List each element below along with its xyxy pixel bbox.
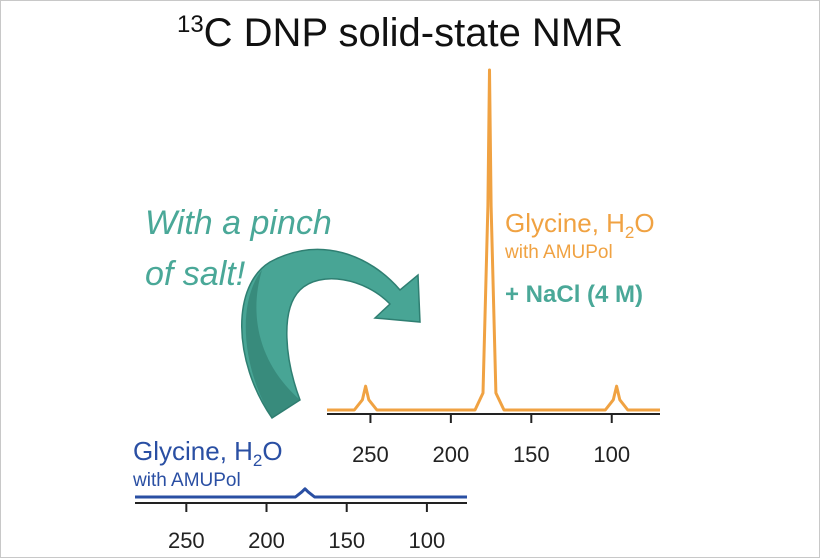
spectrum	[135, 487, 467, 499]
x-tick-label: 150	[513, 442, 550, 467]
series-extra: + NaCl (4 M)	[505, 281, 643, 308]
label-text: O	[634, 208, 654, 238]
series-label: Glycine, H2O	[505, 208, 655, 242]
x-tick-label: 200	[433, 442, 470, 467]
series-detail: with AMUPol	[504, 242, 613, 263]
label-text: O	[262, 436, 282, 466]
title-superscript: 13	[177, 11, 204, 38]
x-tick-label: 250	[168, 528, 205, 553]
x-tick-label: 150	[328, 528, 365, 553]
arrow	[241, 248, 421, 420]
x-tick-label: 100	[409, 528, 446, 553]
label-text: Glycine, H	[133, 436, 253, 466]
annotation: of salt!	[145, 255, 246, 293]
annotation: With a pinch	[145, 204, 332, 242]
series-detail: with AMUPol	[132, 470, 241, 491]
title-main: C DNP solid-state NMR	[204, 11, 623, 55]
x-tick-label: 100	[593, 442, 630, 467]
label-subscript: 2	[625, 223, 634, 242]
title: 13C DNP solid-state NMR	[177, 11, 623, 55]
label-subscript: 2	[253, 451, 262, 470]
arrow-shade	[245, 270, 300, 418]
x-tick-label: 200	[248, 528, 285, 553]
series-label: Glycine, H2O	[133, 436, 283, 470]
label-text: Glycine, H	[505, 208, 625, 238]
spectrum	[327, 68, 660, 412]
x-tick-label: 250	[352, 442, 389, 467]
